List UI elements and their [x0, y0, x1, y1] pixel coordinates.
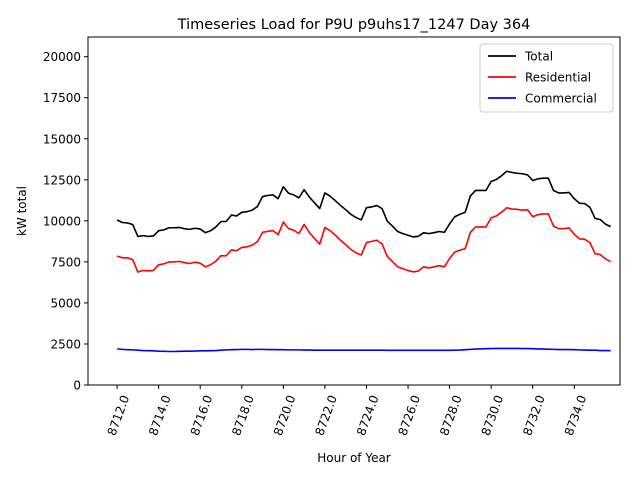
legend-label-total: Total: [524, 50, 553, 64]
y-tick-label: 12500: [43, 173, 81, 187]
chart-title: Timeseries Load for P9U p9uhs17_1247 Day…: [177, 17, 531, 33]
y-tick-label: 15000: [43, 132, 81, 146]
y-tick-label: 10000: [43, 214, 81, 228]
legend-label-residential: Residential: [525, 71, 591, 85]
plot-frame: [87, 36, 621, 386]
y-tick-label: 0: [73, 379, 81, 393]
series-layer: [116, 170, 612, 353]
x-axis-label: Hour of Year: [317, 451, 391, 465]
legend: Total Residential Commercial: [479, 43, 614, 113]
series-line-total: [116, 170, 611, 238]
y-tick-label: 7500: [50, 255, 81, 269]
y-axis-label: kW total: [15, 186, 29, 236]
y-tick-label: 20000: [43, 50, 81, 64]
y-tick-label: 2500: [50, 337, 81, 351]
y-axis-ticks: 0 2500 5000 7500 10000 12500 15000 17500 20000: [43, 50, 88, 393]
y-tick-label: 5000: [50, 296, 81, 310]
legend-box: [479, 43, 614, 113]
legend-label-commercial: Commercial: [525, 92, 597, 106]
y-tick-label: 17500: [43, 91, 81, 105]
series-line-commercial: [117, 347, 611, 353]
series-line-residential: [116, 206, 612, 273]
